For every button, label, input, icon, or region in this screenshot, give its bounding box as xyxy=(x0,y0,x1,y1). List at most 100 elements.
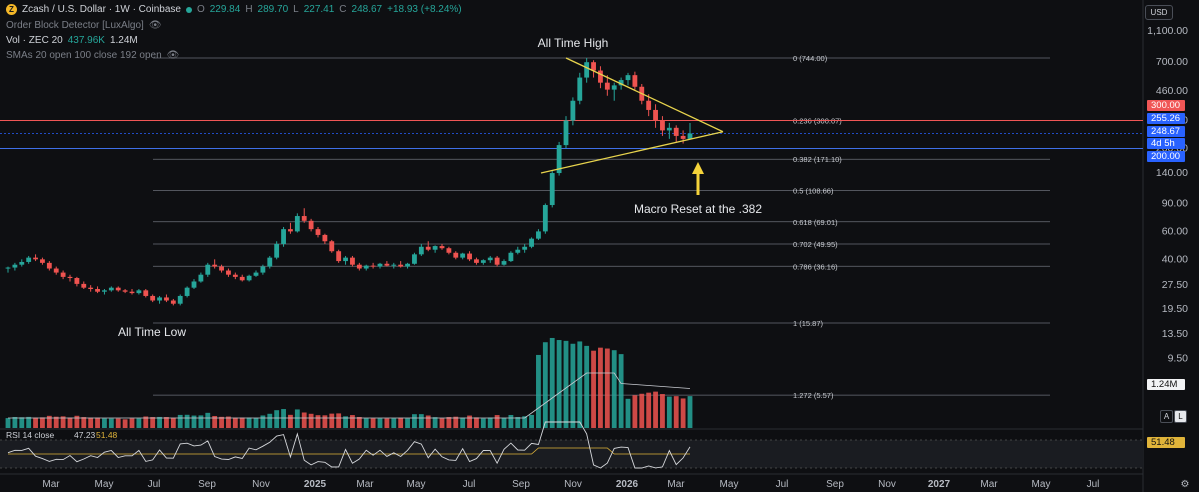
volume-bar xyxy=(336,413,342,428)
ohlc-o-label: O xyxy=(196,4,205,15)
volume-bar xyxy=(170,417,176,428)
candle-body xyxy=(46,262,52,269)
candle-body xyxy=(136,290,142,294)
ohlc-h-label: H xyxy=(245,4,253,15)
volume-bar xyxy=(219,416,224,428)
indicator-row-obd[interactable]: Order Block Detector [LuxAlgo] 👁 xyxy=(6,20,162,31)
volume-bar xyxy=(515,417,521,428)
volume-bar xyxy=(480,418,486,428)
rsi-ma-line xyxy=(8,447,690,455)
candle-body xyxy=(653,109,658,121)
volume-bar xyxy=(646,392,652,428)
volume-bar xyxy=(584,345,590,428)
x-tick-label: May xyxy=(720,479,739,490)
indicator-row-vol[interactable]: Vol · ZEC 20 437.96K 1.24M xyxy=(6,35,138,46)
ohlc-l-label: L xyxy=(293,4,299,15)
rsi-label: RSI 14 close xyxy=(6,430,54,440)
candle-body xyxy=(377,263,383,267)
eye-icon[interactable]: 👁 xyxy=(166,50,180,61)
candle-body xyxy=(108,287,114,291)
volume-bar xyxy=(425,415,431,428)
candle-body xyxy=(129,291,135,294)
volume-bar xyxy=(474,417,479,428)
volume-bar xyxy=(446,417,452,428)
candle-body xyxy=(177,295,183,304)
candle-body xyxy=(53,268,59,273)
currency-selector[interactable]: USD xyxy=(1145,5,1173,20)
volume-bar xyxy=(102,418,107,428)
candle-body xyxy=(12,264,18,268)
candle-body xyxy=(253,272,259,276)
candle-body xyxy=(508,252,514,262)
auto-scale-button[interactable]: A xyxy=(1160,410,1173,423)
candle-body xyxy=(598,70,603,83)
x-tick-label: Mar xyxy=(356,479,374,490)
volume-bar xyxy=(549,337,555,428)
x-tick-label: Sep xyxy=(826,479,844,490)
volume-bar xyxy=(267,413,273,428)
x-tick-label: Sep xyxy=(198,479,216,490)
candle-body xyxy=(212,264,218,267)
ohlc-open: 229.84 xyxy=(209,4,241,15)
candle-body xyxy=(5,267,11,269)
symbol-title[interactable]: Zcash / U.S. Dollar · 1W · Coinbase xyxy=(22,4,181,15)
candle-body xyxy=(446,248,452,253)
volume-bar xyxy=(625,398,631,428)
volume-bar xyxy=(418,414,424,428)
volume-bar xyxy=(377,418,383,428)
candle-body xyxy=(260,266,266,273)
candle-body xyxy=(529,238,534,247)
volume-bar xyxy=(556,340,562,428)
candle-body xyxy=(301,216,307,221)
triangle-upper-line xyxy=(565,57,724,133)
eye-icon[interactable]: 👁 xyxy=(148,20,162,31)
candle-body xyxy=(687,133,693,139)
indicator-row-sma[interactable]: SMAs 20 open 100 close 192 open 👁 xyxy=(6,50,179,61)
ohlc-high: 289.70 xyxy=(257,4,289,15)
candle-body xyxy=(384,263,390,266)
volume-bar xyxy=(288,414,293,428)
candle-body xyxy=(432,246,438,250)
candle-body xyxy=(501,261,507,265)
x-tick-label: Nov xyxy=(252,479,270,490)
volume-bar xyxy=(143,416,149,428)
y-tick-label: 27.50 xyxy=(1162,279,1188,291)
volume-bar xyxy=(60,416,66,428)
volume-bar xyxy=(570,343,576,428)
candle-body xyxy=(570,100,576,121)
volume-value-tag: 1.24M xyxy=(1147,379,1185,390)
price-tag: 248.67 xyxy=(1147,126,1185,137)
rsi-ma-value: 51.48 xyxy=(96,430,118,440)
candle-body xyxy=(60,272,66,277)
y-tick-label: 90.00 xyxy=(1162,197,1188,209)
volume-bar xyxy=(542,342,548,428)
volume-bar xyxy=(33,417,38,428)
candle-body xyxy=(350,257,355,265)
zcash-logo-icon: Z xyxy=(6,4,17,15)
x-tick-label: Sep xyxy=(512,479,530,490)
candle-body xyxy=(322,234,328,242)
indicator-label: SMAs 20 open 100 close 192 open xyxy=(6,50,162,61)
ohlc-close: 248.67 xyxy=(351,4,383,15)
reset-annotation: Macro Reset at the .382 xyxy=(634,202,762,216)
volume-bar xyxy=(666,396,672,428)
y-tick-label: 460.00 xyxy=(1156,85,1188,97)
volume-bar xyxy=(253,417,259,428)
settings-gear-icon[interactable]: ⚙ xyxy=(1181,479,1190,490)
candle-body xyxy=(460,253,466,258)
volume-bar xyxy=(191,415,197,428)
y-tick-label: 1,100.00 xyxy=(1147,25,1188,37)
y-tick-label: 60.00 xyxy=(1162,225,1188,237)
log-scale-button[interactable]: L xyxy=(1174,410,1187,423)
fib-level-label: 0 (744.00) xyxy=(793,54,828,63)
volume-bar xyxy=(67,417,73,428)
candle-body xyxy=(363,265,369,269)
volume-bar xyxy=(198,415,204,428)
candle-body xyxy=(232,274,238,277)
volume-bar xyxy=(122,419,128,428)
candle-body xyxy=(673,127,679,136)
volume-bar xyxy=(81,417,87,428)
volume-bar xyxy=(136,418,142,428)
volume-bar xyxy=(95,417,100,428)
